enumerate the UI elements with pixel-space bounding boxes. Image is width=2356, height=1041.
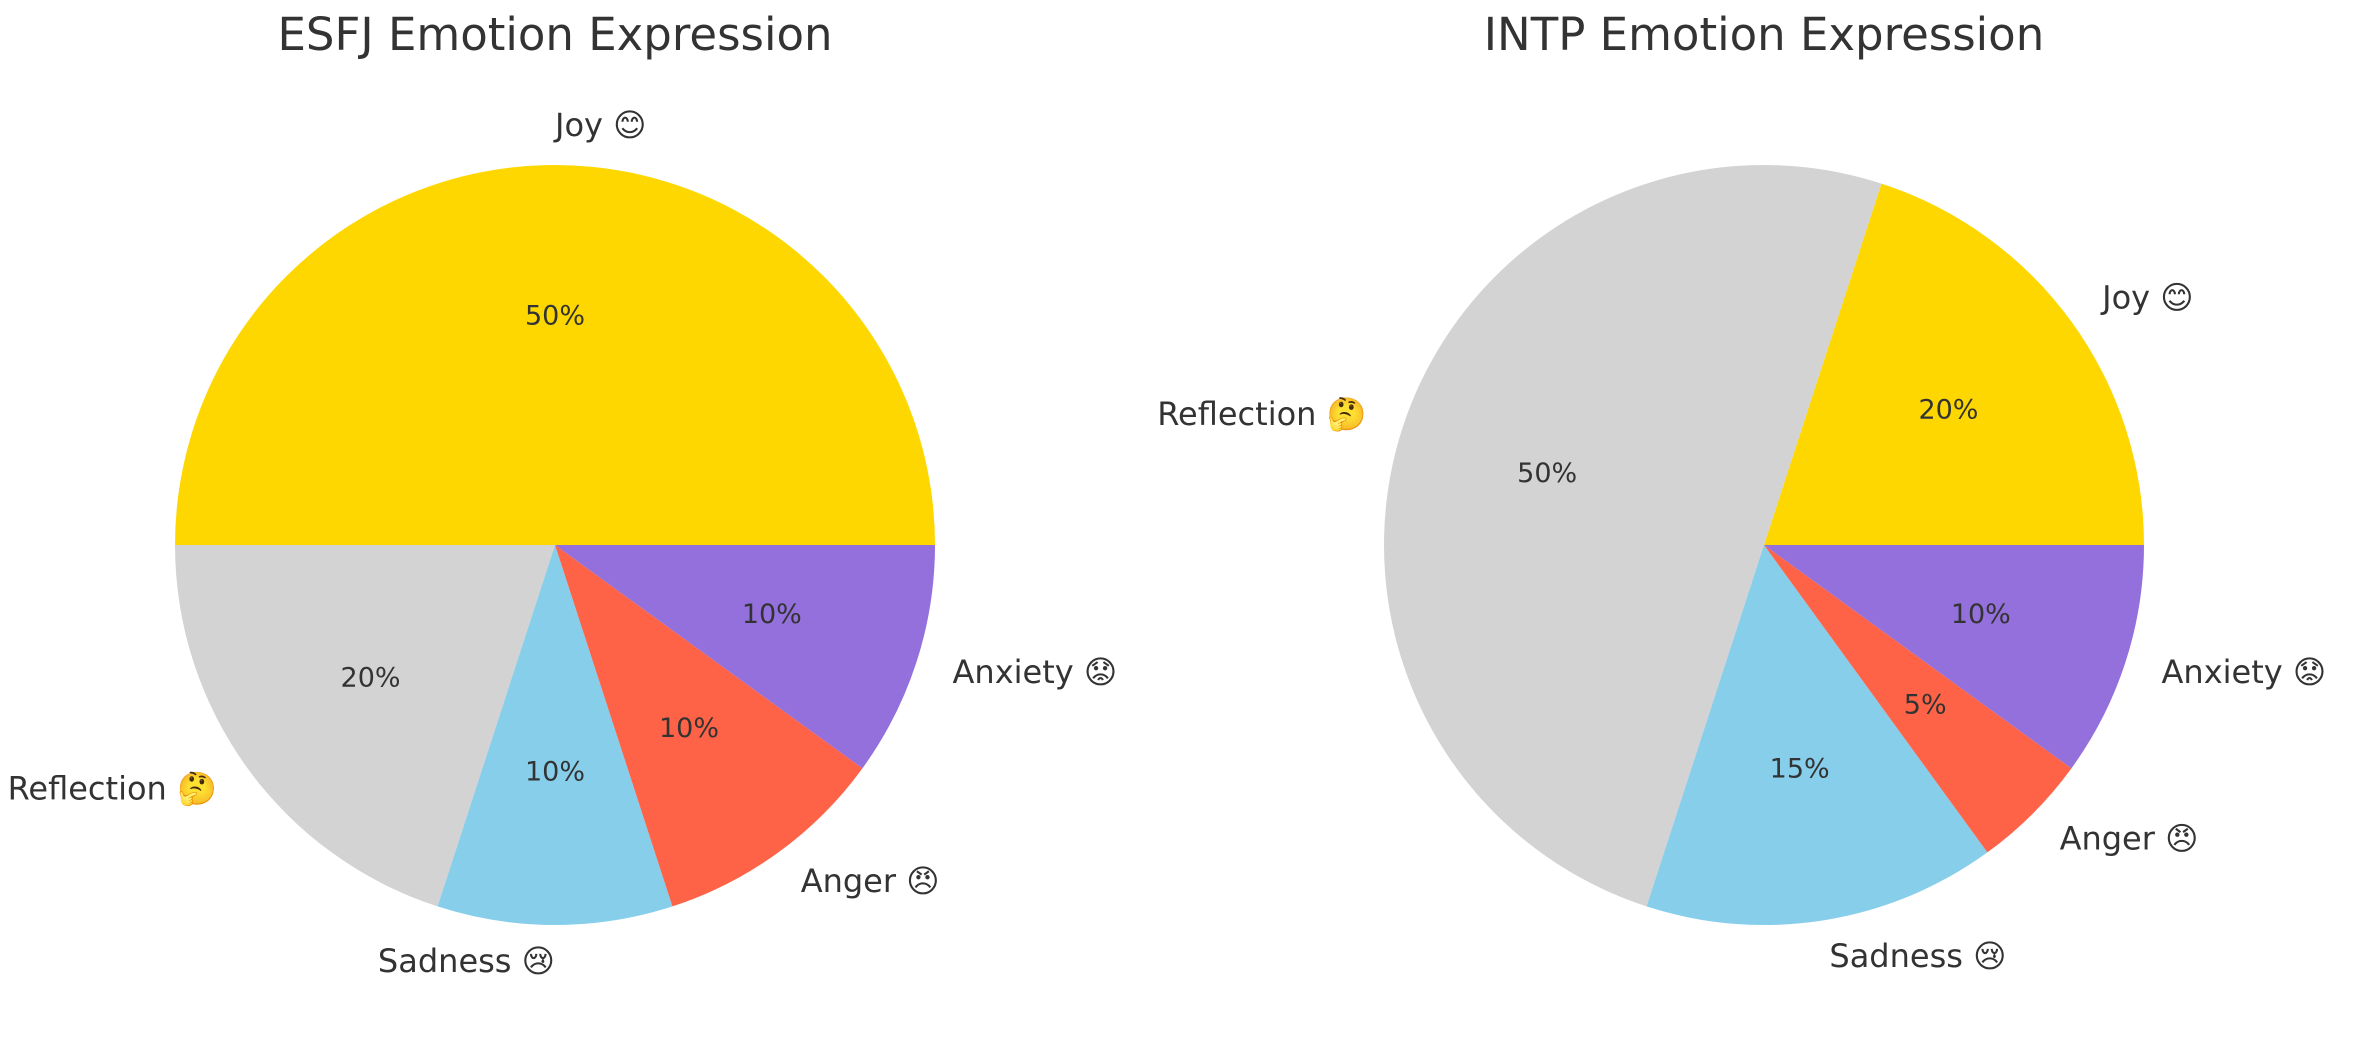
slice-label: Sadness 😢 — [378, 942, 555, 980]
value-label: 20% — [1918, 394, 1978, 425]
value-label: 10% — [742, 599, 802, 630]
value-label: 50% — [1517, 458, 1577, 489]
slice-label: Joy 😊 — [2100, 278, 2193, 316]
value-label: 5% — [1904, 690, 1947, 721]
slice-label: Reflection 🤔 — [8, 770, 217, 808]
value-label: 50% — [525, 301, 585, 332]
pie-slice — [555, 545, 863, 907]
value-label: 20% — [341, 663, 401, 694]
pie-slice — [437, 545, 673, 925]
pie-slice — [1646, 545, 1988, 926]
pie-slice — [1764, 545, 2072, 853]
value-label: 10% — [659, 713, 719, 744]
pie-slice — [1384, 165, 1882, 907]
slice-label: Anxiety 😟 — [2162, 653, 2327, 691]
pie-slice — [175, 545, 555, 907]
slice-label: Joy 😊 — [553, 106, 646, 144]
pie-slice — [555, 545, 935, 769]
chart-title: INTP Emotion Expression — [1484, 8, 2044, 61]
pie-slice — [1764, 183, 2144, 546]
chart-title: ESFJ Emotion Expression — [277, 8, 832, 61]
slice-label: Anger 😠 — [2060, 820, 2199, 858]
pie-slice — [1764, 545, 2144, 769]
slice-label: Reflection 🤔 — [1157, 395, 1366, 433]
slice-label: Anxiety 😟 — [953, 653, 1118, 691]
pie-slice — [175, 165, 935, 545]
slice-label: Anger 😠 — [801, 862, 940, 900]
value-label: 10% — [1951, 599, 2011, 630]
slice-label: Sadness 😢 — [1829, 937, 2006, 975]
value-label: 10% — [525, 757, 585, 788]
value-label: 15% — [1770, 754, 1830, 785]
